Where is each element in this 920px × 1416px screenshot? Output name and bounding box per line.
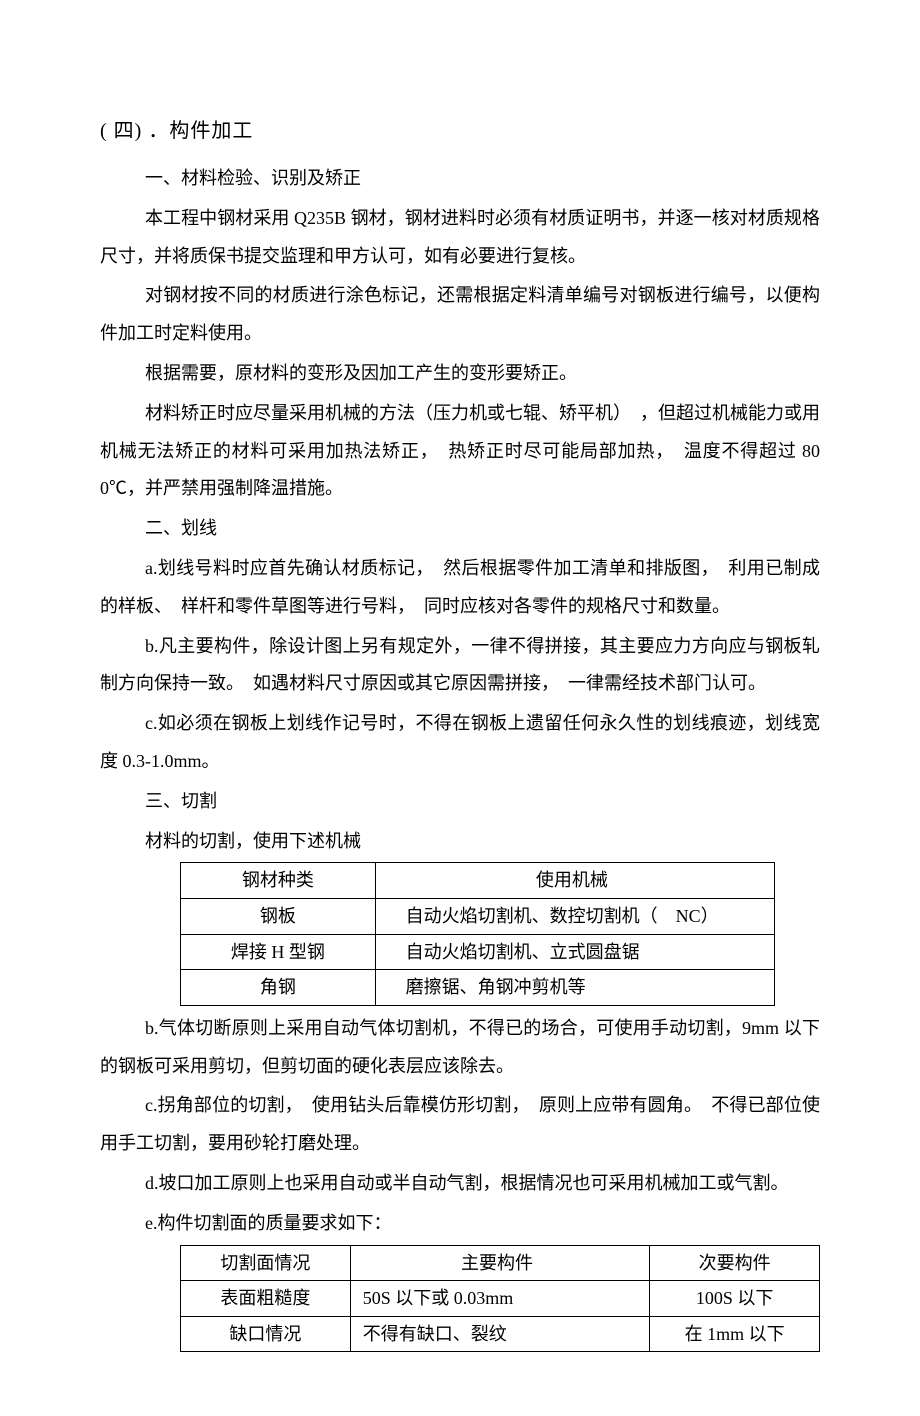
subheading-3: 三、切割: [100, 783, 820, 821]
table-cell: 100S 以下: [650, 1281, 820, 1317]
paragraph: 对钢材按不同的材质进行涂色标记，还需根据定料清单编号对钢板进行编号，以便构件加工…: [100, 277, 820, 353]
table-cell: 缺口情况: [181, 1316, 351, 1352]
table-cell: 自动火焰切割机、立式圆盘锯: [375, 934, 774, 970]
table-machines: 钢材种类 使用机械 钢板 自动火焰切割机、数控切割机（ NC） 焊接 H 型钢 …: [180, 862, 775, 1005]
subheading-1: 一、材料检验、识别及矫正: [100, 160, 820, 198]
table-row: 角钢 磨擦锯、角钢冲剪机等: [181, 970, 775, 1006]
table-header: 主要构件: [350, 1245, 650, 1281]
table-cell: 表面粗糙度: [181, 1281, 351, 1317]
table-cell: 角钢: [181, 970, 376, 1006]
paragraph: d.坡口加工原则上也采用自动或半自动气割，根据情况也可采用机械加工或气割。: [100, 1165, 820, 1203]
table-cell: 自动火焰切割机、数控切割机（ NC）: [375, 898, 774, 934]
paragraph: b.凡主要构件，除设计图上另有规定外，一律不得拼接，其主要应力方向应与钢板轧制方…: [100, 628, 820, 704]
paragraph: 本工程中钢材采用 Q235B 钢材，钢材进料时必须有材质证明书，并逐一核对材质规…: [100, 200, 820, 276]
table-row: 表面粗糙度 50S 以下或 0.03mm 100S 以下: [181, 1281, 820, 1317]
table-header: 使用机械: [375, 863, 774, 899]
table-row: 钢板 自动火焰切割机、数控切割机（ NC）: [181, 898, 775, 934]
paragraph: e.构件切割面的质量要求如下：: [100, 1205, 820, 1243]
paragraph: 根据需要，原材料的变形及因加工产生的变形要矫正。: [100, 355, 820, 393]
table-header: 切割面情况: [181, 1245, 351, 1281]
table-cell: 50S 以下或 0.03mm: [350, 1281, 650, 1317]
paragraph: a.划线号料时应首先确认材质标记， 然后根据零件加工清单和排版图， 利用已制成的…: [100, 550, 820, 626]
table-cell: 磨擦锯、角钢冲剪机等: [375, 970, 774, 1006]
paragraph: b.气体切断原则上采用自动气体切割机，不得已的场合，可使用手动切割，9mm 以下…: [100, 1010, 820, 1086]
table-cell: 不得有缺口、裂纹: [350, 1316, 650, 1352]
section-title: ( 四) ．构件加工: [100, 110, 820, 152]
table-cell: 焊接 H 型钢: [181, 934, 376, 970]
table-row: 钢材种类 使用机械: [181, 863, 775, 899]
subheading-2: 二、划线: [100, 510, 820, 548]
table-cell: 在 1mm 以下: [650, 1316, 820, 1352]
table-row: 焊接 H 型钢 自动火焰切割机、立式圆盘锯: [181, 934, 775, 970]
paragraph: 材料矫正时应尽量采用机械的方法（压力机或七辊、矫平机） ，但超过机械能力或用机械…: [100, 395, 820, 508]
table-row: 切割面情况 主要构件 次要构件: [181, 1245, 820, 1281]
paragraph: c.拐角部位的切割， 使用钻头后靠模仿形切割， 原则上应带有圆角。 不得已部位使…: [100, 1087, 820, 1163]
table-cell: 钢板: [181, 898, 376, 934]
table-quality: 切割面情况 主要构件 次要构件 表面粗糙度 50S 以下或 0.03mm 100…: [180, 1245, 820, 1353]
paragraph: c.如必须在钢板上划线作记号时，不得在钢板上遗留任何永久性的划线痕迹，划线宽度 …: [100, 705, 820, 781]
table-header: 次要构件: [650, 1245, 820, 1281]
paragraph: 材料的切割，使用下述机械: [100, 823, 820, 861]
table-row: 缺口情况 不得有缺口、裂纹 在 1mm 以下: [181, 1316, 820, 1352]
table-header: 钢材种类: [181, 863, 376, 899]
